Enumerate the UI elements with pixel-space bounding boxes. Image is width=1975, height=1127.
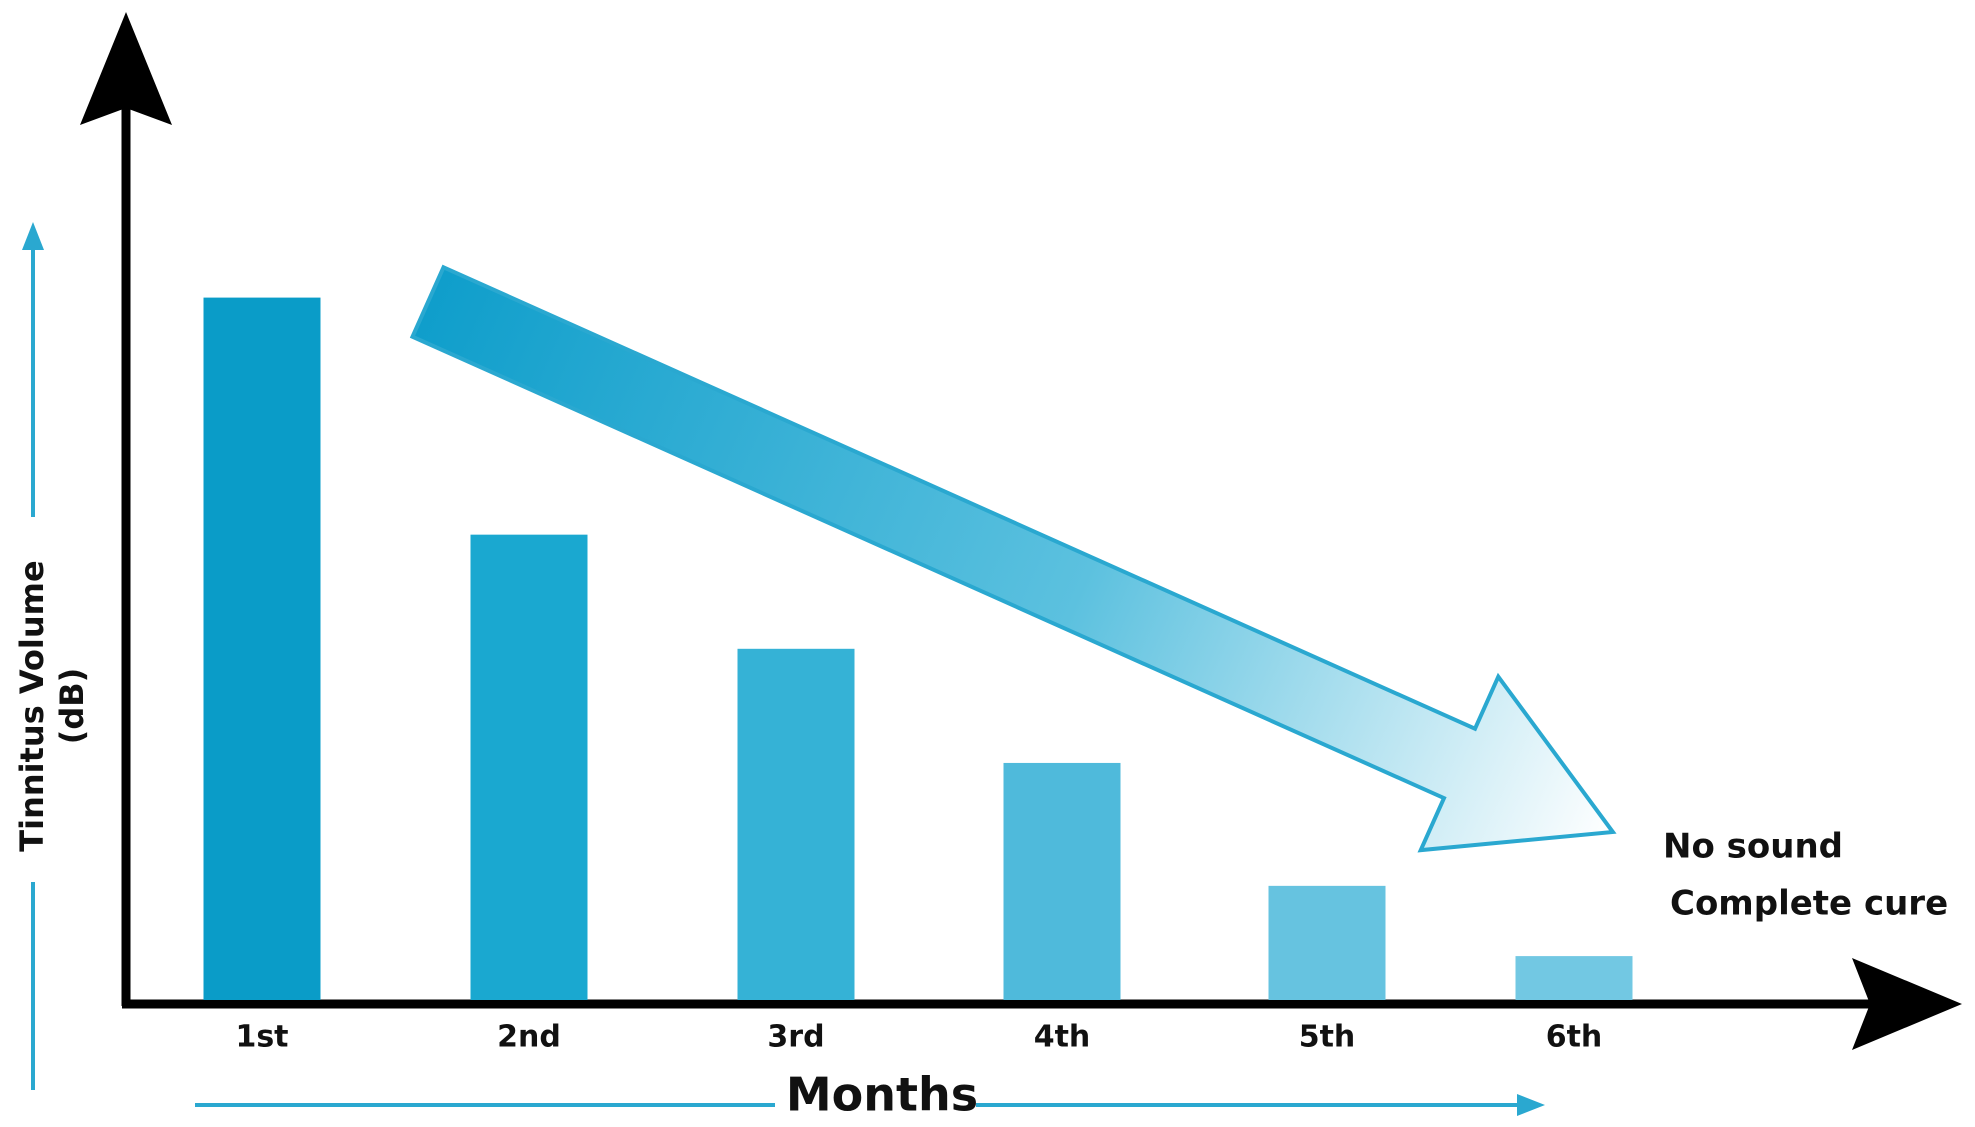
bar xyxy=(1268,885,1386,1000)
x-tick-label: 6th xyxy=(1546,1020,1603,1055)
x-tick-label: 2nd xyxy=(497,1020,561,1055)
y-guide-arrow xyxy=(22,222,44,250)
annotation: Complete cure xyxy=(1670,884,1948,924)
x-tick-label: 1st xyxy=(235,1020,288,1055)
trend-arrow xyxy=(409,264,1617,853)
x-tick-label: 5th xyxy=(1299,1020,1356,1055)
bar xyxy=(737,648,855,1000)
x-tick-label: 3rd xyxy=(767,1020,824,1055)
x-axis-arrow xyxy=(1852,958,1962,1050)
x-tick-label: 4th xyxy=(1034,1020,1091,1055)
bar xyxy=(1515,956,1633,1000)
y-axis-label: (dB) xyxy=(53,668,91,745)
y-axis-label: Tinnitus Volume xyxy=(13,560,51,851)
y-axis-arrow xyxy=(80,12,172,125)
annotation: No sound xyxy=(1663,827,1843,867)
bar xyxy=(203,297,321,1001)
bar xyxy=(470,534,588,1000)
x-axis-label: Months xyxy=(786,1068,978,1122)
x-guide-arrow xyxy=(1517,1094,1545,1116)
bar xyxy=(1003,762,1121,1000)
